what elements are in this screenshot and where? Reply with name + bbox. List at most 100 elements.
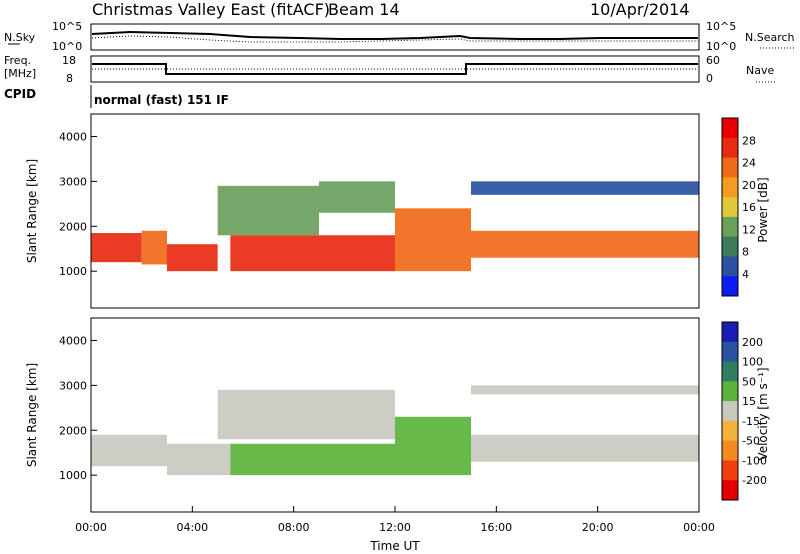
velocity-colorbar-step-4 — [722, 401, 738, 422]
power-colorbar-step-3 — [722, 177, 738, 198]
power-y-axis: 1000 2000 3000 4000 — [59, 130, 97, 278]
frequency-tick-low: 8 — [66, 72, 73, 85]
power-colorbar-tick-0: 28 — [742, 134, 756, 147]
cpid-text: normal (fast) 151 IF — [94, 93, 229, 107]
time-xtick-label-6: 00:00 — [683, 521, 715, 534]
power-band-5 — [319, 181, 395, 213]
cpid-panel: CPID normal (fast) 151 IF — [4, 85, 229, 108]
power-ytick-label-3: 4000 — [59, 130, 87, 143]
frequency-tick-high: 18 — [62, 54, 76, 67]
power-band-8 — [471, 181, 699, 195]
noise-frame — [90, 23, 700, 51]
velocity-colorbar-step-2 — [722, 361, 738, 382]
velocity-colorbar-step-5 — [722, 420, 738, 442]
power-ytick-label-2: 3000 — [59, 175, 87, 188]
time-x-axis: 00:00 04:00 08:00 12:00 16:00 20:00 00:00 — [75, 506, 715, 534]
power-colorbar-step-8 — [722, 276, 738, 297]
power-colorbar-step-6 — [722, 236, 738, 257]
frequency-frame — [90, 55, 700, 83]
velocity-ytick-label-3: 4000 — [59, 334, 87, 347]
velocity-colorbar-tick-2: 50 — [742, 375, 756, 388]
velocity-colorbar-step-0 — [722, 322, 738, 343]
velocity-ytick-label-2: 3000 — [59, 379, 87, 392]
power-colorbar-tick-5: 8 — [742, 246, 749, 259]
nave-tick-high: 60 — [706, 54, 720, 67]
power-colorbar-step-0 — [722, 118, 738, 139]
power-colorbar-frame — [721, 117, 739, 297]
power-colorbar-step-4 — [722, 197, 738, 218]
cpid-label: CPID — [4, 87, 36, 101]
power-colorbar-step-2 — [722, 157, 738, 178]
power-colorbar-step-5 — [722, 216, 738, 238]
nave-label: Nave — [746, 64, 774, 77]
power-colorbar-tick-2: 20 — [742, 179, 756, 192]
velocity-colorbar-tick-1: 100 — [742, 356, 763, 369]
velocity-colorbar-tick-5: -50 — [742, 435, 760, 448]
frequency-label-2: [MHz] — [4, 67, 36, 80]
time-xtick-label-2: 08:00 — [278, 521, 310, 534]
velocity-band-0 — [91, 434, 167, 467]
velocity-colorbar-step-8 — [722, 480, 738, 501]
velocity-band-5 — [471, 434, 699, 462]
velocity-colorbar: 200 100 50 15 -15 -50 -100 -200 — [721, 321, 767, 501]
velocity-band-4 — [395, 416, 471, 476]
velocity-colorbar-tick-3: 15 — [742, 395, 756, 408]
time-xtick-label-1: 04:00 — [176, 521, 208, 534]
noise-right-label: N.Search — [745, 31, 795, 44]
power-colorbar-tick-6: 4 — [742, 268, 749, 281]
time-xtick-label-5: 20:00 — [582, 521, 614, 534]
power-band-6 — [395, 208, 471, 272]
velocity-colorbar-step-6 — [722, 440, 738, 461]
power-colorbar-label: Power [dB] — [756, 177, 770, 242]
noise-right-tick-high: 10^5 — [706, 20, 736, 33]
velocity-colorbar-label: Velocity [m s⁻¹] — [756, 367, 770, 460]
power-colorbar-tick-3: 16 — [742, 201, 756, 214]
velocity-panel: Slant Range [km] 1000 2000 3000 4000 00:00 0… — [25, 317, 770, 553]
velocity-ytick-label-1: 2000 — [59, 424, 87, 437]
velocity-data-layer — [91, 385, 699, 476]
noise-sky-trace — [91, 30, 698, 40]
power-colorbar-step-1 — [722, 137, 738, 159]
velocity-colorbar-tick-7: -200 — [742, 474, 767, 487]
power-frame — [90, 113, 700, 309]
time-xtick-label-0: 00:00 — [75, 521, 107, 534]
power-ytick-label-1: 2000 — [59, 220, 87, 233]
beam-label: Beam 14 — [328, 0, 400, 19]
frequency-panel: Freq. [MHz] 18 8 Nave 60 0 — [4, 54, 776, 85]
velocity-band-2 — [217, 389, 395, 440]
velocity-colorbar-frame — [721, 321, 739, 501]
noise-left-label: N.Sky — [4, 31, 36, 44]
power-band-4 — [230, 235, 395, 272]
velocity-band-3 — [230, 443, 395, 476]
noise-right-tick-low: 10^0 — [706, 40, 736, 53]
frequency-label-1: Freq. — [4, 54, 31, 67]
noise-left-tick-low: 10^0 — [52, 40, 82, 53]
power-ytick-label-0: 1000 — [59, 265, 87, 278]
date-label: 10/Apr/2014 — [590, 0, 690, 19]
velocity-colorbar-tick-6: -100 — [742, 454, 767, 467]
power-band-0 — [91, 233, 142, 263]
velocity-colorbar-tick-4: -15 — [742, 415, 760, 428]
power-band-3 — [217, 185, 319, 236]
power-band-7 — [471, 230, 699, 258]
velocity-y-axis: 1000 2000 3000 4000 — [59, 334, 97, 482]
velocity-colorbar-step-1 — [722, 341, 738, 363]
power-colorbar-step-7 — [722, 256, 738, 277]
frequency-trace — [92, 63, 698, 75]
power-colorbar-tick-1: 24 — [742, 157, 756, 170]
noise-panel: N.Sky N.Search 10^5 10^0 10^5 10^0 — [4, 20, 795, 53]
velocity-colorbar-step-7 — [722, 460, 738, 481]
power-band-1 — [141, 230, 167, 265]
power-band-2 — [167, 244, 218, 272]
power-panel: Slant Range [km] 1000 2000 3000 4000 28 24 20… — [25, 113, 770, 309]
velocity-band-6 — [471, 385, 699, 395]
time-xtick-label-3: 12:00 — [379, 521, 411, 534]
velocity-ytick-label-0: 1000 — [59, 469, 87, 482]
velocity-ylabel: Slant Range [km] — [25, 363, 39, 467]
power-data-layer — [91, 181, 699, 272]
nave-tick-low: 0 — [706, 72, 713, 85]
velocity-colorbar-step-3 — [722, 381, 738, 402]
noise-left-tick-high: 10^5 — [52, 20, 82, 33]
time-xlabel: Time UT — [369, 539, 420, 553]
